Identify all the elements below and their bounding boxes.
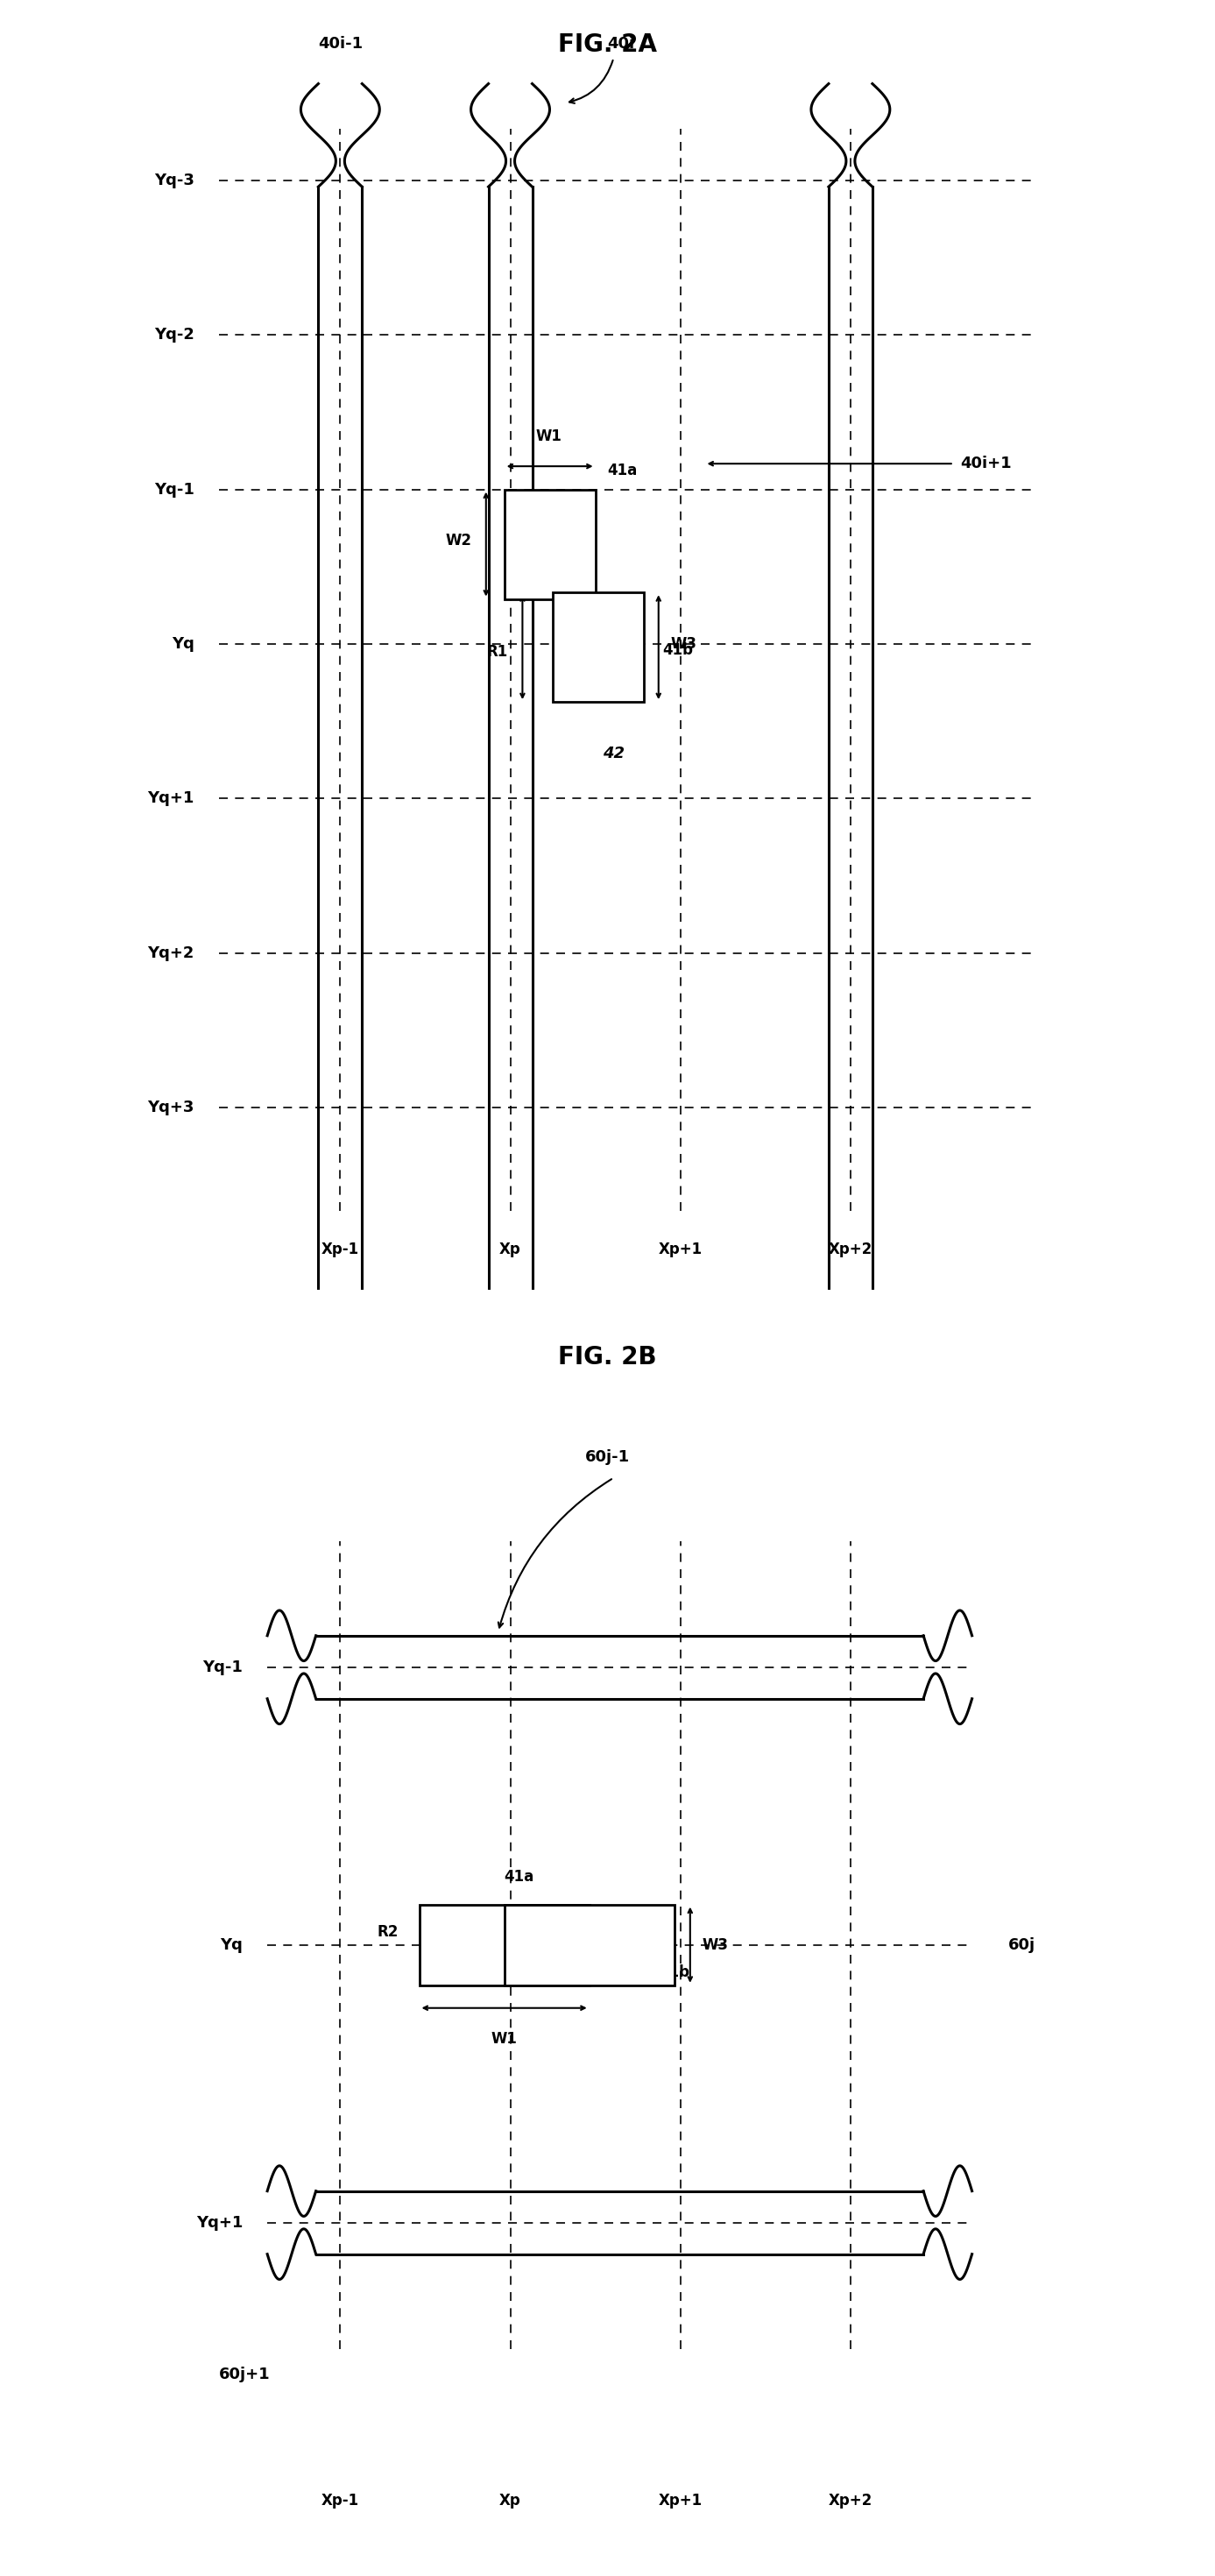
Text: 41a: 41a — [504, 1868, 535, 1883]
Text: W2: W2 — [445, 533, 471, 549]
Text: Yq+1: Yq+1 — [197, 2215, 243, 2231]
Bar — [504, 1904, 674, 1986]
Text: Yq-1: Yq-1 — [154, 482, 194, 497]
Text: Yq+1: Yq+1 — [148, 791, 194, 806]
Text: FIG. 2B: FIG. 2B — [558, 1345, 657, 1370]
Text: Yq-3: Yq-3 — [154, 173, 194, 188]
Bar — [553, 592, 644, 703]
Text: 42: 42 — [603, 744, 625, 762]
Text: Xp+1: Xp+1 — [659, 1242, 702, 1257]
Text: W1: W1 — [491, 2030, 518, 2045]
Text: Yq-2: Yq-2 — [154, 327, 194, 343]
Text: Xp-1: Xp-1 — [321, 2494, 360, 2509]
Text: Xp-1: Xp-1 — [321, 1242, 360, 1257]
Text: Yq+2: Yq+2 — [148, 945, 194, 961]
Text: R1: R1 — [487, 644, 508, 659]
Text: FIG. 2A: FIG. 2A — [558, 33, 657, 57]
Text: W3: W3 — [671, 636, 697, 652]
Text: Xp+2: Xp+2 — [829, 1242, 872, 1257]
Bar — [504, 489, 595, 600]
Text: W1: W1 — [536, 428, 563, 446]
Text: 60j-1: 60j-1 — [586, 1450, 629, 1466]
Text: 60j+1: 60j+1 — [219, 2367, 270, 2383]
Text: Yq: Yq — [220, 1937, 243, 1953]
Text: Xp+1: Xp+1 — [659, 2494, 702, 2509]
Text: Xp: Xp — [499, 1242, 521, 1257]
Text: Yq: Yq — [171, 636, 194, 652]
Text: 40i+1: 40i+1 — [960, 456, 1011, 471]
Text: R2: R2 — [377, 1924, 399, 1940]
Text: 41b: 41b — [659, 1965, 690, 1981]
Text: Xp: Xp — [499, 2494, 521, 2509]
Text: Xp+2: Xp+2 — [829, 2494, 872, 2509]
Text: 60j: 60j — [1008, 1937, 1035, 1953]
Text: 41b: 41b — [662, 641, 693, 659]
Text: Yq-1: Yq-1 — [203, 1659, 243, 1674]
Text: 40i-1: 40i-1 — [318, 36, 362, 52]
Text: W3: W3 — [702, 1937, 729, 1953]
Bar — [419, 1904, 589, 1986]
Text: 40i: 40i — [608, 36, 634, 52]
Text: Yq+3: Yq+3 — [148, 1100, 194, 1115]
Text: 41a: 41a — [608, 461, 638, 479]
